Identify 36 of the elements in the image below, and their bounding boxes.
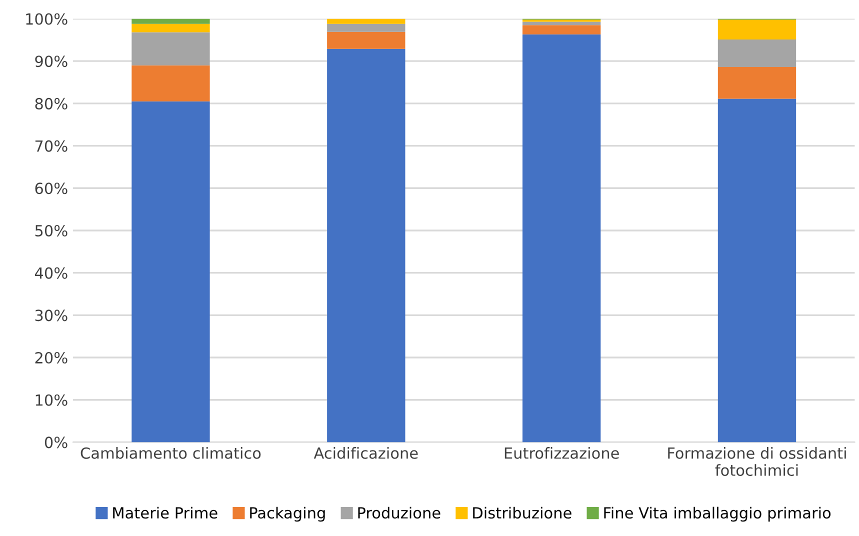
x-tick-label: Formazione di ossidanti fotochimici — [668, 447, 846, 476]
bar — [132, 24, 210, 32]
y-tick-label: 30% — [35, 310, 68, 322]
legend-label: Produzione — [358, 506, 440, 519]
y-tick-label: 70% — [35, 140, 68, 152]
y-tick-label: 40% — [34, 267, 68, 279]
bar — [522, 25, 601, 34]
bar — [327, 48, 406, 442]
x-tick-label: Eutrofizzazione — [504, 447, 619, 459]
legend-label: Packaging — [250, 506, 325, 522]
bar — [132, 101, 210, 442]
y-tick-label: 0% — [44, 436, 68, 448]
bar — [718, 40, 796, 68]
y-tick-label: 90% — [35, 56, 68, 68]
legend-label: Distribuzione — [473, 506, 572, 519]
x-tick-label: Cambiamento climatico — [80, 447, 261, 459]
bar — [522, 34, 601, 442]
bar — [132, 18, 210, 24]
bar — [718, 67, 796, 99]
bar — [132, 32, 210, 66]
y-tick-label: 20% — [35, 352, 68, 364]
bar — [132, 65, 210, 102]
y-tick-label: 50% — [35, 224, 68, 236]
y-tick-label: 80% — [35, 98, 68, 110]
x-tick-label: Acidificazione — [314, 447, 418, 459]
y-tick-label: 10% — [36, 394, 68, 406]
bar — [327, 32, 406, 49]
bar — [327, 24, 406, 32]
bar — [718, 98, 796, 442]
y-tick-label: 60% — [35, 182, 68, 194]
bar — [718, 20, 796, 40]
bar — [522, 22, 601, 26]
y-tick-label: 100% — [26, 13, 68, 25]
legend-label: Fine Vita imballaggio primario — [604, 506, 831, 522]
bar — [327, 18, 406, 24]
legend-label: Materie Prime — [113, 506, 218, 519]
